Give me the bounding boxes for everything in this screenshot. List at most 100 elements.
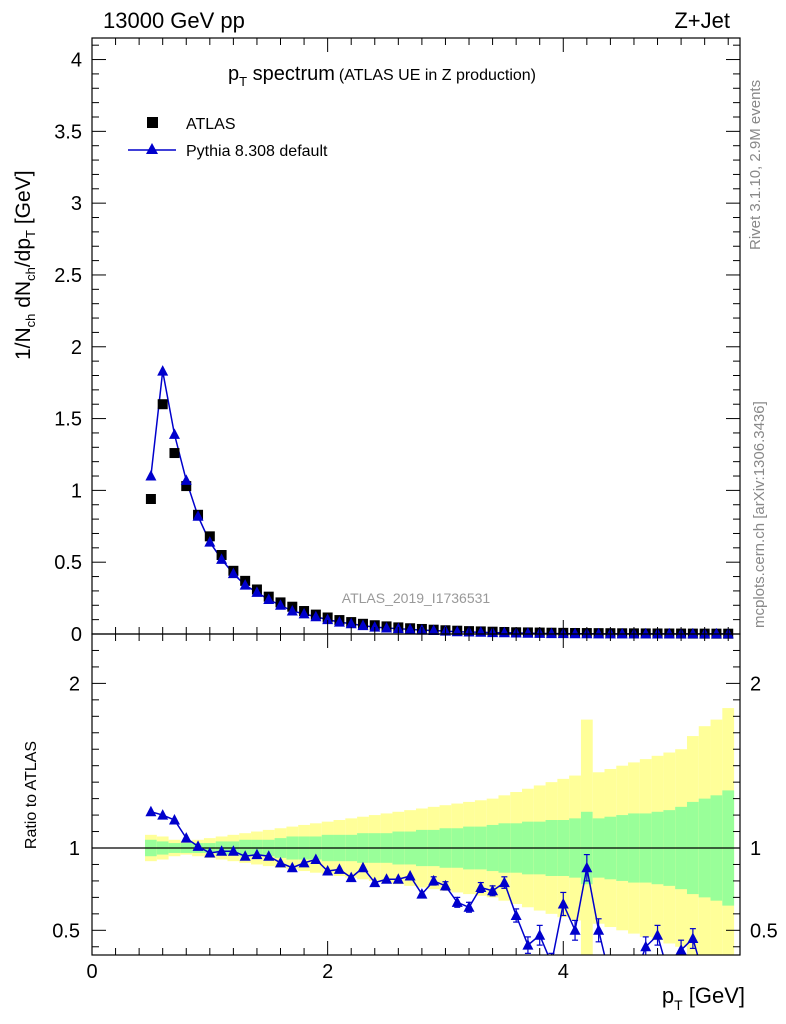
main-atlas-point: [181, 481, 192, 492]
main-ylabel: 1/Nch dNch/dpT [GeV]: [12, 170, 38, 360]
rivet-label: Rivet 3.1.10, 2.9M events: [747, 80, 764, 250]
ratio-mc-point: [322, 865, 334, 876]
main-ylabel-part1: 1/N: [12, 327, 35, 360]
ratio-mc-point: [475, 881, 487, 893]
ratio-mc-point: [239, 850, 251, 861]
legend-atlas-label: ATLAS: [186, 116, 236, 133]
main-mc-point: [275, 599, 287, 610]
ratio-mc-point: [404, 869, 416, 881]
x-tick-label: 2: [322, 961, 333, 983]
ratio-mc-point: [333, 863, 345, 874]
main-mc-point: [168, 428, 180, 439]
ratio-mc-point: [345, 871, 357, 883]
chart-title: pT spectrum (ATLAS UE in Z production): [228, 63, 536, 89]
ratio-mc-point: [298, 856, 310, 868]
ratio-mc-point: [216, 845, 228, 856]
main-y-tick-label: 1.5: [54, 409, 82, 431]
main-ylabel-sub3: T: [23, 230, 38, 238]
main-ylabel-part4: [GeV]: [12, 170, 35, 230]
main-mc-point: [569, 627, 581, 639]
ratio-y-tick-label-right: 1: [750, 838, 761, 860]
ratio-y-tick-label: 1: [69, 838, 80, 860]
main-mc-point: [687, 627, 699, 639]
main-y-tick-label: 0: [71, 624, 82, 646]
ratio-mc-point: [534, 929, 546, 940]
ratio-mc-point: [392, 873, 404, 884]
ratio-mc-point: [275, 856, 287, 868]
main-mc-point: [227, 567, 239, 579]
ratio-mc-point: [557, 897, 569, 909]
ratio-mc-point: [510, 909, 522, 920]
ratio-mc-point: [463, 901, 475, 912]
xlabel: pT [GeV]: [662, 983, 745, 1013]
main-mc-point: [593, 627, 605, 639]
main-mc-point: [522, 627, 534, 638]
ratio-mc-point: [640, 940, 652, 952]
ratio-mc-point: [498, 876, 510, 888]
ratio-mc-point: [168, 814, 180, 825]
ratio-y-tick-label: 0.5: [52, 920, 80, 942]
title-main-rest: spectrum: [247, 63, 335, 85]
ratio-mc-point: [416, 888, 428, 899]
main-mc-point: [404, 623, 416, 634]
ratio-mc-point: [357, 861, 369, 873]
ratio-mc-point: [157, 809, 169, 820]
xlabel-p: p: [662, 983, 674, 1008]
main-mc-point: [616, 627, 628, 639]
main-mc-point: [381, 621, 393, 633]
title-paren: (ATLAS UE in Z production): [339, 67, 536, 84]
title-main-sub: T: [239, 74, 247, 89]
analysis-watermark: ATLAS_2019_I1736531: [342, 590, 491, 606]
ratio-mc-point: [145, 805, 157, 817]
x-tick-label: 0: [86, 961, 97, 983]
ratio-mc-point: [451, 896, 463, 907]
main-mc-point: [663, 627, 675, 639]
main-mc-point: [204, 536, 216, 547]
main-mc-point: [298, 607, 310, 619]
main-mc-point: [216, 553, 228, 564]
main-mc-point: [345, 617, 357, 629]
legend: ATLAS Pythia 8.308 default: [128, 116, 328, 160]
main-mc-point: [157, 365, 169, 376]
main-mc-point: [369, 621, 381, 632]
title-main: p: [228, 63, 239, 85]
main-mc-point: [545, 627, 557, 639]
ratio-mc-point: [428, 874, 440, 886]
ratio-mc-series: [145, 805, 699, 955]
mcplots-label: mcplots.cern.ch [arXiv:1306.3436]: [751, 401, 768, 628]
ratio-mc-point: [204, 846, 216, 858]
main-mc-point: [263, 593, 275, 605]
main-ylabel-part2: dN: [12, 281, 35, 314]
main-atlas-point: [157, 399, 168, 410]
main-mc-point: [286, 605, 298, 616]
ratio-mc-point: [675, 944, 687, 955]
main-y-tick-label: 0.5: [54, 552, 82, 574]
ratio-mc-point: [369, 876, 381, 888]
main-atlas-point: [169, 448, 180, 459]
main-atlas-point: [145, 494, 156, 505]
ratio-mc-point: [687, 932, 699, 944]
main-y-tick-label: 4: [71, 50, 82, 72]
ratio-mc-point: [263, 850, 275, 861]
main-mc-point: [145, 470, 157, 481]
ratio-mc-point: [569, 924, 581, 935]
ratio-ylabel: Ratio to ATLAS: [23, 741, 40, 849]
main-y-tick-label: 1: [71, 480, 82, 502]
main-y-tick-label: 3.5: [54, 121, 82, 143]
ratio-mc-point: [251, 848, 263, 860]
ratio-panel: 0 2 4 0.5 0.5 1 1 2 2: [52, 633, 778, 983]
main-mc-point: [357, 619, 369, 631]
main-mc-point: [428, 624, 440, 636]
main-mc-point: [322, 613, 334, 625]
main-mc-point: [710, 627, 722, 639]
header-left-label: 13000 GeV pp: [103, 8, 245, 33]
main-mc-point: [251, 586, 263, 597]
main-y-tick-label: 3: [71, 193, 82, 215]
main-y-tick-label: 2: [71, 337, 82, 359]
main-mc-point: [192, 510, 204, 521]
ratio-y-tick-label-right: 2: [750, 673, 761, 695]
main-mc-point: [180, 474, 192, 485]
x-tick-label: 4: [558, 961, 569, 983]
ratio-mc-point: [192, 840, 204, 851]
ratio-mc-point: [593, 924, 605, 935]
